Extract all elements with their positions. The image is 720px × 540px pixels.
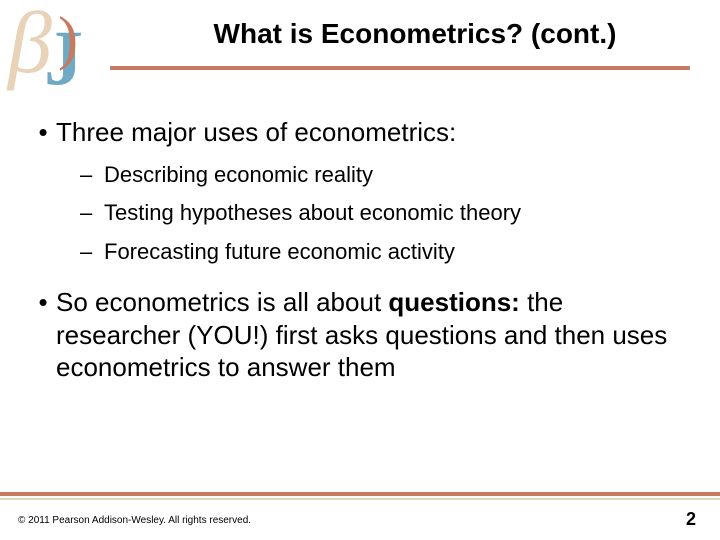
bullet-text: Describing economic reality (104, 161, 690, 190)
footer-rule (0, 492, 720, 496)
slide-body: •Three major uses of econometrics:–Descr… (0, 88, 720, 384)
bullet-level2: –Describing economic reality (80, 161, 690, 190)
bullet-marker: – (80, 238, 104, 267)
bullet-level2: –Forecasting future economic activity (80, 238, 690, 267)
bullet-marker: • (30, 116, 56, 149)
bullet-level1: •So econometrics is all about questions:… (30, 286, 690, 384)
bullet-marker: • (30, 286, 56, 384)
page-number: 2 (686, 509, 696, 530)
bullet-level2: –Testing hypotheses about economic theor… (80, 199, 690, 228)
bullet-text: Testing hypotheses about economic theory (104, 199, 690, 228)
bullet-text: So econometrics is all about questions: … (56, 286, 690, 384)
footer-rule-light (0, 498, 720, 500)
title-underline (110, 66, 690, 70)
bullet-level1: •Three major uses of econometrics: (30, 116, 690, 149)
bullet-marker: – (80, 161, 104, 190)
bullet-text: Three major uses of econometrics: (56, 116, 690, 149)
slide-header: What is Econometrics? (cont.) (0, 0, 720, 88)
bullet-text: Forecasting future economic activity (104, 238, 690, 267)
copyright-text: © 2011 Pearson Addison-Wesley. All right… (18, 515, 251, 526)
slide-title: What is Econometrics? (cont.) (140, 18, 690, 50)
bullet-marker: – (80, 199, 104, 228)
